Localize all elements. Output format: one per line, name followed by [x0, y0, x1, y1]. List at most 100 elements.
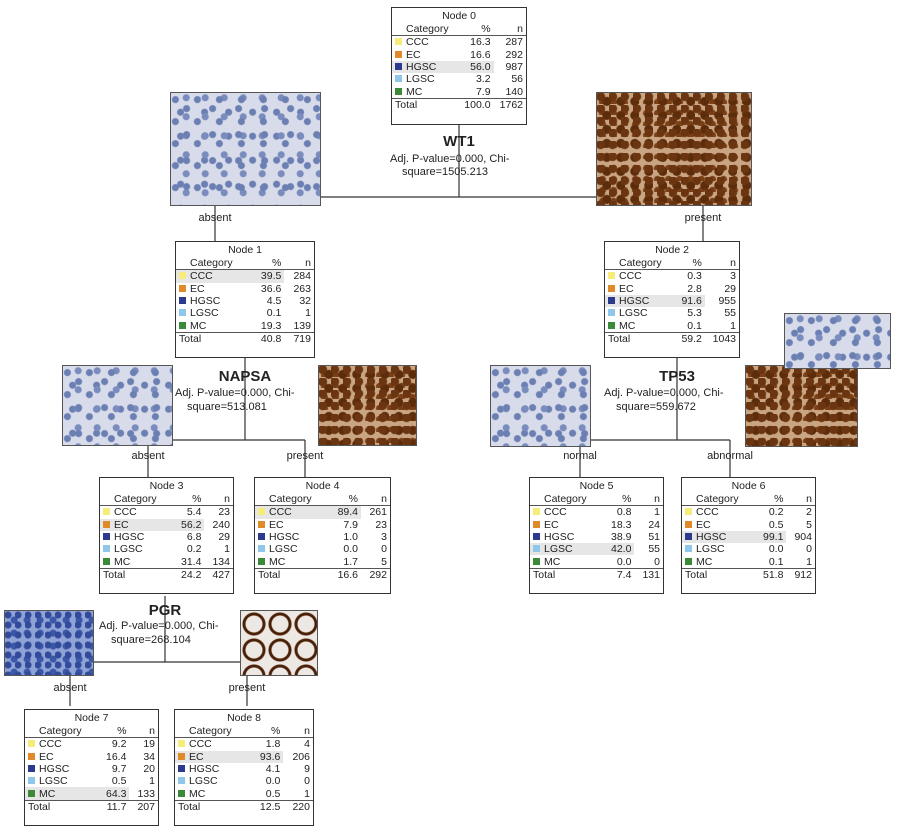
- count-cell: 1: [304, 787, 310, 800]
- header-num: n: [704, 257, 739, 271]
- node-table: Category% n CCC 1.8 4 EC 93.6 206 HGSC 4.1 9 LGSC 0.…: [175, 725, 313, 814]
- pgr-present-photo: [240, 610, 318, 676]
- category-swatch: [178, 777, 185, 785]
- node-row: CCC 9.2 19: [25, 738, 158, 751]
- count-cell: 0: [654, 555, 660, 568]
- pgr-edge-left: absent: [53, 682, 87, 694]
- count-cell: 29: [724, 282, 736, 295]
- category-swatch: [179, 272, 186, 280]
- count-cell: 9: [304, 763, 310, 776]
- total-num: 207: [129, 799, 158, 814]
- count-cell: 3: [381, 531, 387, 544]
- percent-cell: 0.0: [343, 543, 358, 556]
- node-row: LGSC 0.0 0: [682, 543, 815, 555]
- count-cell: 955: [718, 295, 736, 308]
- wt1-variable: WT1: [443, 133, 475, 150]
- tp53-normal-photo: [490, 365, 591, 447]
- node-total-row: Total 24.2 427: [100, 567, 233, 582]
- total-pct: 16.6: [328, 567, 361, 582]
- count-cell: 29: [218, 531, 230, 544]
- napsa-present-photo: [318, 365, 417, 446]
- category-label: LGSC: [696, 543, 725, 556]
- category-cell: CCC: [175, 738, 250, 751]
- category-label: HGSC: [269, 531, 300, 544]
- category-cell: HGSC: [530, 531, 602, 543]
- percent-cell: 0.0: [265, 775, 281, 788]
- category-cell: MC: [25, 787, 98, 801]
- node-row: MC 7.9 140: [392, 85, 526, 98]
- count-cell: 1: [305, 307, 311, 320]
- header-num: n: [204, 493, 233, 507]
- count-cell: 0: [304, 775, 310, 788]
- category-label: EC: [269, 518, 284, 531]
- wt1-stat-line2: square=1505.213: [402, 166, 488, 178]
- header-num: n: [493, 23, 526, 37]
- node-row: CCC 89.4 261: [255, 505, 390, 519]
- category-label: MC: [544, 555, 561, 568]
- category-label: MC: [114, 555, 131, 568]
- percent-cell: 0.0: [768, 543, 784, 556]
- category-swatch: [533, 508, 540, 516]
- count-cell: 1: [806, 555, 812, 568]
- count-cell: 2: [806, 506, 812, 519]
- percent-cell: 2.8: [687, 282, 702, 295]
- category-swatch: [258, 508, 265, 516]
- category-cell: MC: [100, 555, 172, 568]
- count-cell: 24: [648, 518, 660, 531]
- node-header-row: Category% n: [175, 725, 313, 739]
- category-label: EC: [190, 282, 205, 295]
- category-label: EC: [696, 518, 711, 531]
- category-label: MC: [406, 85, 423, 98]
- node-8: Node 8 Category% n CCC 1.8 4 EC 93.6 206 HGSC 4.1 9…: [174, 709, 314, 826]
- category-cell: MC: [605, 319, 674, 332]
- percent-cell: 4.5: [266, 295, 282, 308]
- category-swatch: [103, 557, 110, 565]
- node-5: Node 5 Category% n CCC 0.8 1 EC 18.3 24 HGSC 38.9 5…: [529, 477, 664, 594]
- node-title: Node 3: [149, 480, 184, 492]
- percent-cell: 0.2: [186, 543, 202, 556]
- count-cell: 263: [293, 282, 311, 295]
- total-pct: 12.5: [250, 799, 284, 814]
- percent-cell: 16.4: [105, 750, 127, 763]
- node-row: LGSC 0.0 0: [175, 775, 313, 787]
- total-pct: 24.2: [172, 567, 205, 582]
- category-cell: HGSC: [392, 60, 458, 74]
- tp53-stat-line2: square=559.672: [616, 401, 696, 413]
- header-num: n: [129, 725, 158, 739]
- category-cell: MC: [530, 555, 602, 568]
- node-header-row: Category% n: [682, 493, 815, 507]
- node-row: HGSC 38.9 51: [530, 531, 663, 543]
- category-cell: HGSC: [25, 763, 97, 775]
- header-pct: %: [328, 493, 361, 507]
- category-cell: EC: [605, 283, 674, 295]
- node-table: Category% n CCC 0.2 2 EC 0.5 5 HGSC 99.1 904 LGSC 0.…: [682, 493, 815, 582]
- count-cell: 1: [224, 543, 230, 556]
- node-total-row: Total 100.0 1762: [392, 97, 526, 112]
- wt1-present-photo: [596, 92, 752, 206]
- category-cell: LGSC: [100, 543, 172, 555]
- node-title: Node 0: [442, 10, 476, 22]
- node-total-row: Total 16.6 292: [255, 567, 390, 582]
- node-row: EC 36.6 263: [176, 283, 314, 295]
- category-cell: HGSC: [175, 763, 250, 775]
- node-7: Node 7 Category% n CCC 9.2 19 EC 16.4 34 HGSC 9.7 2…: [24, 709, 159, 826]
- node-title: Node 4: [305, 480, 340, 492]
- category-label: EC: [619, 282, 634, 295]
- total-cat: Total: [100, 567, 173, 582]
- total-pct: 7.4: [602, 567, 635, 582]
- total-pct: 40.8: [251, 331, 285, 346]
- category-cell: CCC: [255, 505, 329, 519]
- node-6: Node 6 Category% n CCC 0.2 2 EC 0.5 5 HGSC 99.1 904…: [681, 477, 816, 594]
- percent-cell: 38.9: [610, 531, 632, 544]
- percent-cell: 36.6: [260, 282, 282, 295]
- category-cell: MC: [255, 555, 328, 568]
- count-cell: 261: [369, 506, 387, 519]
- node-table: Category% n CCC 9.2 19 EC 16.4 34 HGSC 9.7 20 LGSC 0…: [25, 725, 158, 814]
- wt1-edge-left: absent: [198, 212, 232, 224]
- category-cell: CCC: [25, 738, 97, 751]
- total-num: 912: [786, 567, 815, 582]
- category-label: MC: [190, 319, 207, 332]
- header-pct: %: [674, 257, 705, 271]
- node-row: LGSC 0.0 0: [255, 543, 390, 555]
- category-swatch: [608, 284, 615, 292]
